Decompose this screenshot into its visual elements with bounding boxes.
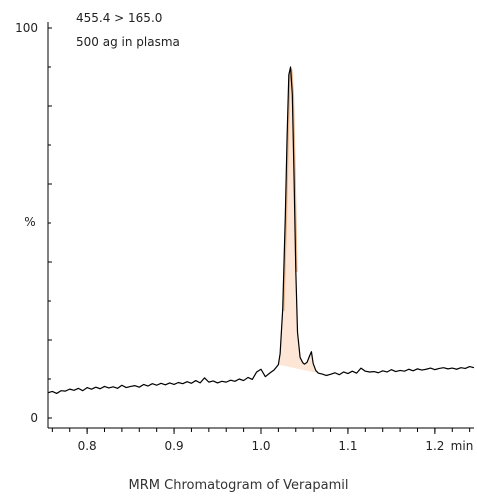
ticks (48, 27, 471, 434)
x-axis-unit-label: min (451, 439, 474, 453)
peak-area-layer (278, 67, 319, 374)
figure-caption: MRM Chromatogram of Verapamil (128, 478, 349, 493)
axes (47, 22, 474, 429)
x-tick-label: 0.8 (78, 439, 97, 453)
x-tick-label: 0.9 (165, 439, 184, 453)
x-tick-label: 1.1 (338, 439, 357, 453)
y-axis-unit-label: % (24, 215, 35, 229)
tick-labels: 0 100 0.8 0.9 1.0 1.1 1.2 (15, 21, 444, 453)
x-tick-label: 1.2 (425, 439, 444, 453)
y-tick-label: 0 (30, 411, 38, 425)
chromatogram-trace (47, 66, 475, 395)
sample-annotation: 500 ag in plasma (76, 35, 180, 49)
series-layer (47, 66, 475, 395)
transition-annotation: 455.4 > 165.0 (76, 11, 162, 25)
y-tick-label: 100 (15, 21, 38, 35)
x-tick-label: 1.0 (251, 439, 270, 453)
peak-integration-area (278, 67, 319, 374)
